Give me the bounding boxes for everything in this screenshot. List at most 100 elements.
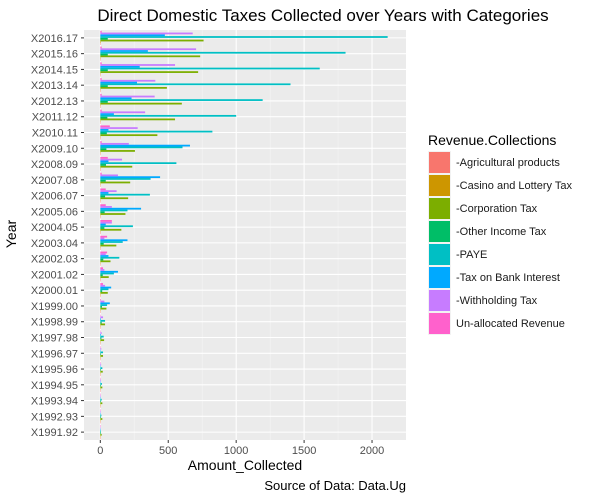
bar bbox=[100, 179, 106, 182]
bar bbox=[100, 256, 120, 259]
y-tick-label: X2002.03 bbox=[31, 254, 78, 266]
bar bbox=[100, 46, 102, 49]
bar bbox=[100, 174, 118, 177]
bar bbox=[100, 319, 106, 322]
bar bbox=[100, 156, 108, 159]
bar bbox=[100, 267, 104, 270]
legend-label: -Tax on Bank Interest bbox=[456, 272, 560, 284]
bar bbox=[100, 251, 108, 254]
bar bbox=[100, 30, 102, 33]
y-tick-label: X2007.08 bbox=[31, 175, 78, 187]
y-tick-label: X1998.99 bbox=[31, 317, 78, 329]
bar bbox=[100, 134, 158, 137]
bar bbox=[100, 284, 106, 287]
bar bbox=[100, 34, 165, 37]
bar bbox=[100, 193, 150, 196]
legend-label: -Other Income Tax bbox=[456, 226, 547, 238]
bar bbox=[100, 244, 117, 247]
x-tick-label: 0 bbox=[97, 445, 103, 457]
y-tick-label: X2012.13 bbox=[31, 96, 78, 108]
y-tick-label: X1994.95 bbox=[31, 380, 78, 392]
bar bbox=[100, 367, 103, 370]
bar bbox=[100, 148, 107, 151]
bar bbox=[100, 83, 291, 86]
bar bbox=[100, 402, 103, 405]
legend-key bbox=[429, 175, 450, 196]
bar bbox=[100, 272, 114, 275]
bar bbox=[100, 323, 106, 326]
y-tick-label: X2015.16 bbox=[31, 49, 78, 61]
bar bbox=[100, 369, 101, 371]
x-tick-label: 1500 bbox=[292, 445, 316, 457]
bar bbox=[100, 71, 199, 73]
y-tick-label: X1999.00 bbox=[31, 301, 78, 313]
bar bbox=[100, 411, 101, 413]
bar bbox=[100, 321, 102, 324]
bar bbox=[100, 269, 105, 271]
bar bbox=[100, 102, 182, 105]
bar bbox=[100, 305, 102, 308]
bar bbox=[100, 318, 101, 320]
bar bbox=[100, 286, 112, 289]
bar bbox=[100, 307, 107, 310]
bar bbox=[100, 62, 102, 65]
legend-label: -Withholding Tax bbox=[456, 295, 538, 307]
bar bbox=[100, 276, 109, 278]
bar bbox=[100, 130, 213, 133]
bar bbox=[100, 127, 138, 129]
bar bbox=[100, 260, 111, 263]
bar bbox=[100, 178, 151, 180]
legend-key bbox=[429, 221, 450, 242]
y-tick-label: X2006.07 bbox=[31, 191, 78, 203]
bar bbox=[100, 255, 109, 257]
bar bbox=[100, 160, 109, 163]
bar bbox=[100, 132, 107, 135]
bar bbox=[100, 172, 102, 175]
bar bbox=[100, 220, 112, 222]
bar bbox=[100, 302, 110, 305]
bar bbox=[100, 50, 148, 52]
bar bbox=[100, 258, 104, 261]
bar bbox=[100, 48, 197, 51]
bar bbox=[100, 78, 102, 80]
bar bbox=[100, 125, 110, 128]
x-axis-title: Amount_Collected bbox=[188, 457, 302, 473]
bar bbox=[100, 270, 118, 273]
bar bbox=[100, 142, 129, 145]
bar bbox=[100, 221, 112, 224]
bar bbox=[100, 158, 123, 161]
legend-key bbox=[429, 267, 450, 288]
bar bbox=[100, 300, 105, 303]
x-tick-label: 2000 bbox=[360, 445, 384, 457]
bar bbox=[100, 353, 101, 356]
bar bbox=[100, 39, 204, 42]
bar bbox=[100, 53, 108, 56]
legend-label: Un-allocated Revenue bbox=[456, 318, 565, 330]
legend: -Agricultural products -Casino and Lotter… bbox=[428, 151, 572, 335]
bar bbox=[100, 383, 102, 385]
bar bbox=[100, 116, 108, 119]
bar bbox=[100, 227, 105, 229]
bar bbox=[100, 347, 102, 350]
bar bbox=[100, 141, 102, 143]
bar bbox=[100, 164, 107, 166]
y-tick-label: X1997.98 bbox=[31, 333, 78, 345]
y-tick-label: X2010.11 bbox=[32, 128, 78, 140]
y-tick-label: X2004.05 bbox=[31, 222, 78, 234]
y-tick-label: X2005.06 bbox=[31, 206, 78, 218]
bar bbox=[100, 144, 190, 147]
bar bbox=[100, 253, 106, 256]
bar bbox=[100, 37, 108, 40]
bar bbox=[100, 225, 133, 228]
bar bbox=[100, 298, 101, 301]
y-axis-title: Year bbox=[3, 220, 19, 249]
bar bbox=[100, 335, 104, 338]
bar bbox=[100, 433, 102, 436]
bar bbox=[100, 274, 103, 277]
y-tick-label: X2003.04 bbox=[31, 238, 78, 250]
bar bbox=[100, 351, 104, 354]
bar bbox=[100, 355, 104, 357]
bar bbox=[100, 93, 102, 96]
bar bbox=[100, 211, 105, 214]
